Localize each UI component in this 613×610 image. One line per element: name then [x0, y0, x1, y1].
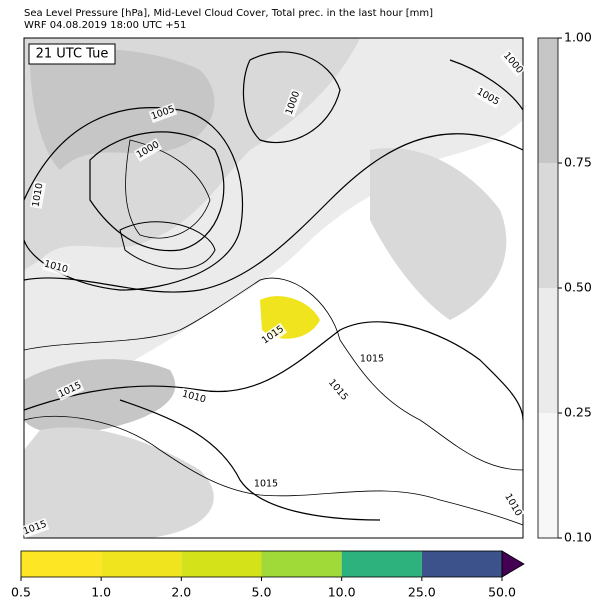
- isobar-label-bg: [473, 85, 503, 109]
- isobar: [23, 107, 244, 291]
- tick-label: 10.0: [328, 585, 356, 600]
- time-label-box: [28, 43, 116, 65]
- coastline: [23, 277, 524, 471]
- isobar: [449, 59, 524, 111]
- isobar-label-bg: [501, 490, 525, 520]
- colorbar-band: [538, 163, 558, 288]
- isobar-label-bg: [29, 181, 47, 209]
- tick-label: 25.0: [408, 585, 436, 600]
- isobar: [89, 131, 225, 252]
- isobar: [23, 321, 524, 421]
- colorbar-band: [538, 38, 558, 163]
- colorbar-band: [421, 551, 502, 577]
- colorbar-band: [181, 551, 262, 577]
- isobar-label: 1015: [254, 479, 278, 490]
- isobar-label-bg: [133, 138, 163, 162]
- colorbar-extend: [501, 550, 525, 578]
- isobar-label-bg: [20, 517, 50, 539]
- colorbar-band: [538, 288, 558, 413]
- tick-label: 1.00: [564, 30, 592, 45]
- tick-label: 0.50: [564, 280, 592, 295]
- coastline: [23, 415, 524, 526]
- isobar-label-bg: [282, 88, 304, 118]
- colorbar-band: [261, 551, 342, 577]
- isobar-label-bg: [55, 379, 85, 401]
- isobar-label-bg: [41, 257, 71, 277]
- cloud-region: [30, 49, 215, 171]
- tick-label: 0.5: [11, 585, 31, 600]
- coastline: [119, 221, 216, 270]
- cloud-region: [24, 427, 214, 538]
- tick-label: 1.0: [91, 585, 111, 600]
- title: Sea Level Pressure [hPa], Mid-Level Clou…: [24, 8, 433, 19]
- isobar-label-bg: [148, 102, 178, 124]
- isobar-label: 1015: [360, 354, 384, 365]
- tick-label: 5.0: [252, 585, 272, 600]
- time-label: 21 UTC Tue: [36, 47, 109, 62]
- isobar-label-bg: [253, 478, 279, 490]
- subtitle: WRF 04.08.2019 18:00 UTC +51: [24, 20, 186, 31]
- cloud-region: [370, 148, 507, 320]
- tick-label: 0.25: [564, 405, 592, 420]
- isobar-label-bg: [359, 353, 385, 365]
- colorbar-band: [101, 551, 182, 577]
- map-area: 21 UTC Tue: [23, 37, 524, 539]
- map-frame: [23, 37, 524, 539]
- isobar-label-bg: [500, 49, 526, 77]
- isobar-label-bg: [258, 322, 288, 348]
- cloud-region: [24, 359, 176, 435]
- isobar-label: 1010: [30, 182, 45, 208]
- tick-label: 0.75: [564, 155, 592, 170]
- isobar: [242, 51, 341, 144]
- tick-label: 2.0: [171, 585, 191, 600]
- colorbar-band: [21, 551, 102, 577]
- colorbar-band: [538, 413, 558, 538]
- isobar: [23, 133, 524, 293]
- isobar-label-bg: [179, 387, 209, 407]
- tick-label: 0.10: [564, 530, 592, 545]
- isobar: [119, 399, 381, 521]
- colorbar-band: [341, 551, 422, 577]
- isobar-label-bg: [325, 376, 351, 404]
- coastline: [125, 139, 211, 239]
- tick-label: 50.0: [488, 585, 516, 600]
